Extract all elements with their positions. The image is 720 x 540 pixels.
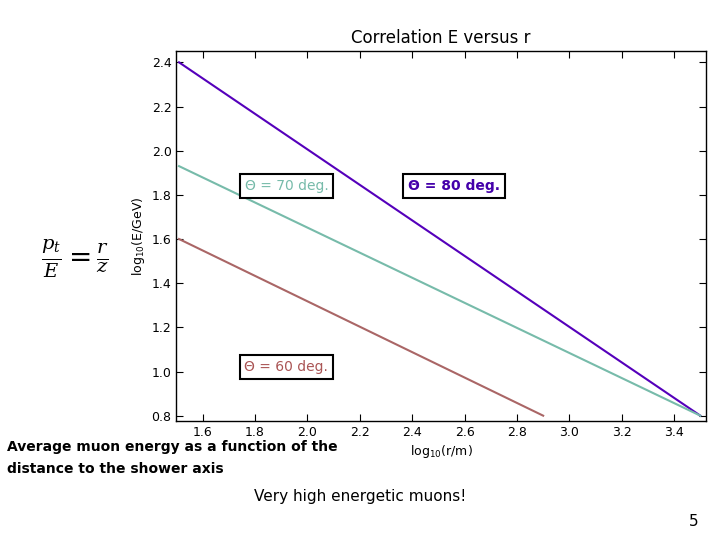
Y-axis label: log$_{10}$(E/GeV): log$_{10}$(E/GeV) <box>130 197 148 276</box>
Text: Very high energetic muons!: Very high energetic muons! <box>254 489 466 504</box>
Text: Θ = 60 deg.: Θ = 60 deg. <box>245 360 328 374</box>
Text: Θ = 70 deg.: Θ = 70 deg. <box>245 179 328 193</box>
Title: Correlation E versus r: Correlation E versus r <box>351 29 531 47</box>
X-axis label: log$_{10}$(r/m): log$_{10}$(r/m) <box>410 443 472 460</box>
Text: Θ = 80 deg.: Θ = 80 deg. <box>408 179 500 193</box>
Text: Average muon energy as a function of the: Average muon energy as a function of the <box>7 440 338 454</box>
Text: $\frac{p_t}{E}=\frac{r}{z}$: $\frac{p_t}{E}=\frac{r}{z}$ <box>41 238 109 280</box>
Text: distance to the shower axis: distance to the shower axis <box>7 462 224 476</box>
Text: 5: 5 <box>689 514 698 529</box>
